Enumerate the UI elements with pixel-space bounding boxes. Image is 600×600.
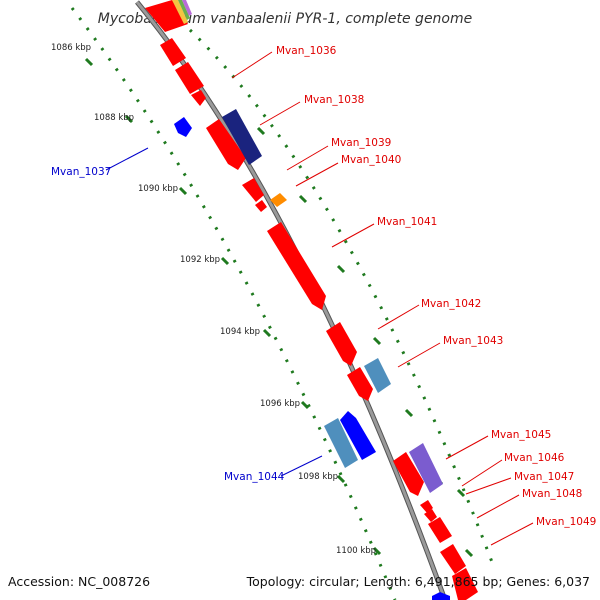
leader-mvan-1040 [295, 162, 339, 187]
gene-label-mvan-1039[interactable]: Mvan_1039 [331, 137, 391, 149]
leader-mvan-1045 [445, 435, 489, 460]
leader-mvan-1049 [490, 522, 534, 546]
leader-mvan-1037 [105, 147, 149, 171]
gene-arrow-mvan-1045a[interactable] [393, 452, 424, 496]
gene-label-mvan-1046[interactable]: Mvan_1046 [504, 452, 565, 464]
gene-label-mvan-1043[interactable]: Mvan_1043 [443, 335, 503, 347]
tick-1086 [84, 57, 94, 67]
accession-text: Accession: NC_008726 [8, 574, 150, 589]
gene-arrow-mvan-1044a[interactable] [324, 418, 358, 468]
gene-arrow-mvan-1036a[interactable] [160, 38, 186, 66]
gene-arrow-mvan-1038b[interactable] [222, 109, 262, 165]
leader-mvan-1038 [259, 101, 301, 126]
gene-arrow-mvan-1045b[interactable] [409, 443, 443, 493]
kbp-labels: 1086 kbp 1088 kbp 1090 kbp 1092 kbp 1094… [51, 43, 376, 556]
tick-1094 [262, 328, 272, 338]
gene-arrow-mvan-1036[interactable] [175, 62, 204, 94]
kbp-label: 1100 kbp [336, 546, 376, 556]
leader-mvan-1046 [461, 459, 503, 487]
tick-1088 [124, 114, 134, 124]
gene-label-mvan-1041[interactable]: Mvan_1041 [377, 216, 437, 228]
tick-1100 [372, 546, 382, 556]
gene-label-mvan-1045[interactable]: Mvan_1045 [491, 429, 551, 441]
leader-mvan-1043 [397, 342, 441, 368]
leader-lines [105, 51, 534, 546]
gene-arrow-small-2[interactable] [255, 200, 267, 212]
outer-tick-e [404, 408, 414, 418]
gene-arrow-mvan-1039[interactable] [242, 178, 264, 202]
kbp-label: 1096 kbp [260, 399, 300, 409]
gene-arrow-mvan-1041[interactable] [267, 222, 326, 310]
gene-label-mvan-1040[interactable]: Mvan_1040 [341, 154, 401, 166]
gene-labels: Mvan_1036 Mvan_1038 Mvan_1039 Mvan_1040 … [51, 45, 596, 528]
major-ticks [84, 57, 474, 558]
map-title: Mycobacterium vanbaalenii PYR-1, complet… [98, 11, 473, 27]
gene-arrow-mvan-1043a[interactable] [347, 367, 373, 401]
kbp-label: 1098 kbp [298, 472, 338, 482]
outer-tick-c [336, 264, 346, 274]
leader-mvan-1048 [476, 494, 520, 519]
kbp-label: 1086 kbp [51, 43, 91, 53]
gene-arrow-top-violet[interactable] [182, 0, 192, 16]
leader-mvan-1047 [465, 477, 512, 495]
outer-tick-d [372, 336, 382, 346]
kbp-label: 1092 kbp [180, 255, 220, 265]
gene-arrow-mvan-1046[interactable] [420, 500, 433, 513]
kbp-label: 1094 kbp [220, 327, 260, 337]
gene-label-mvan-1047[interactable]: Mvan_1047 [514, 471, 574, 483]
gene-arrow-mvan-1038a[interactable] [206, 119, 246, 170]
gene-arrow-bottom-blue[interactable] [432, 592, 450, 600]
gene-features [145, 0, 478, 600]
genome-backbone [135, 0, 448, 600]
outer-tick-a [256, 126, 266, 136]
gene-arrow-mvan-1040[interactable] [270, 193, 287, 207]
leader-mvan-1042 [377, 304, 420, 330]
gene-arrow-mvan-1044b[interactable] [340, 411, 376, 460]
gene-arrow-mvan-1047[interactable] [424, 509, 437, 522]
gene-arrow-mvan-1037[interactable] [174, 117, 192, 137]
topology-summary: Topology: circular; Length: 6,491,865 bp… [246, 574, 590, 589]
kbp-label: 1090 kbp [138, 184, 178, 194]
outer-tick-track [188, 28, 497, 571]
genome-backbone-highlight [135, 1, 447, 600]
gene-arrow-top-yellow[interactable] [172, 0, 188, 24]
tick-1096 [300, 400, 310, 410]
outer-tick-h [464, 548, 474, 558]
gene-arrow-mvan-1048[interactable] [428, 517, 452, 543]
gene-label-mvan-1037[interactable]: Mvan_1037 [51, 166, 111, 178]
gene-arrow-mvan-1049[interactable] [440, 544, 466, 574]
gene-arrow-mvan-1042[interactable] [326, 322, 357, 366]
leader-mvan-1044 [280, 455, 323, 477]
gene-label-mvan-1048[interactable]: Mvan_1048 [522, 488, 582, 500]
gene-arrow-small-1[interactable] [191, 90, 206, 106]
gene-arrow-top-green[interactable] [178, 0, 190, 20]
tick-1092 [220, 256, 230, 266]
gene-label-mvan-1036[interactable]: Mvan_1036 [276, 45, 337, 57]
gene-label-mvan-1049[interactable]: Mvan_1049 [536, 516, 596, 528]
gene-arrow-bottom-red[interactable] [452, 568, 478, 600]
outer-tick-b [298, 194, 308, 204]
gene-label-mvan-1044[interactable]: Mvan_1044 [224, 471, 285, 483]
gene-label-mvan-1042[interactable]: Mvan_1042 [421, 298, 481, 310]
gene-arrow-mvan-1043b[interactable] [364, 358, 391, 393]
outer-tick-g [456, 488, 466, 498]
kbp-label: 1088 kbp [94, 113, 134, 123]
leader-mvan-1041 [331, 223, 375, 248]
tick-1090 [178, 186, 188, 196]
leader-mvan-1039 [286, 145, 329, 171]
gene-label-mvan-1038[interactable]: Mvan_1038 [304, 94, 364, 106]
tick-1098 [336, 474, 346, 484]
leader-mvan-1036 [231, 51, 273, 79]
